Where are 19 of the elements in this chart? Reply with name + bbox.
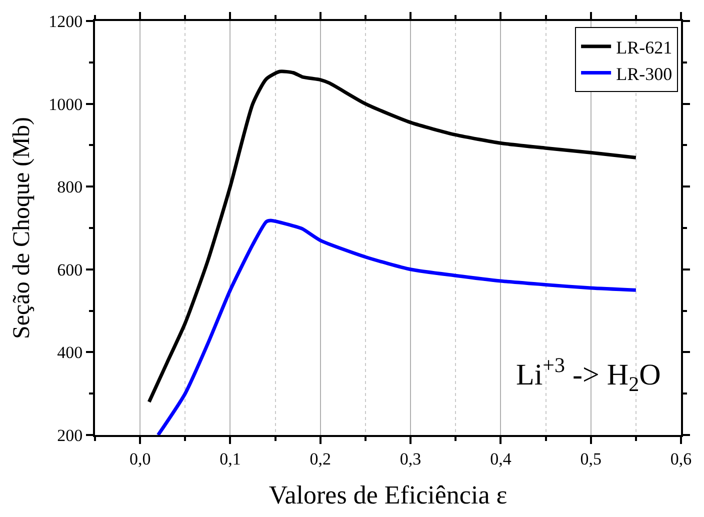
y-tick-label: 800 — [57, 178, 83, 197]
x-axis-title: Valores de Eficiência ε — [268, 480, 508, 510]
y-axis-title: Seção de Choque (Mb) — [9, 117, 36, 339]
x-tick-label: 0,0 — [129, 449, 151, 468]
y-tick-label: 400 — [57, 343, 83, 362]
legend-label: LR-621 — [616, 37, 672, 58]
legend-label: LR-300 — [616, 64, 672, 84]
y-tick-label: 1200 — [48, 12, 83, 31]
annotation: Li$^{+3}$ -> H$_{2}$O — [516, 353, 661, 396]
x-tick-label: 0,1 — [220, 449, 241, 468]
x-tick-label: 0,3 — [400, 449, 422, 468]
x-tick-label: 0,5 — [580, 449, 602, 468]
y-tick-label: 1000 — [48, 94, 83, 114]
y-tick-label: 600 — [57, 260, 83, 280]
x-tick-label: 0,4 — [490, 449, 512, 468]
x-tick-label: 0,6 — [670, 449, 692, 468]
y-tick-label: 200 — [57, 426, 83, 445]
line-series — [156, 218, 638, 435]
x-tick-label: 0,2 — [310, 449, 332, 468]
